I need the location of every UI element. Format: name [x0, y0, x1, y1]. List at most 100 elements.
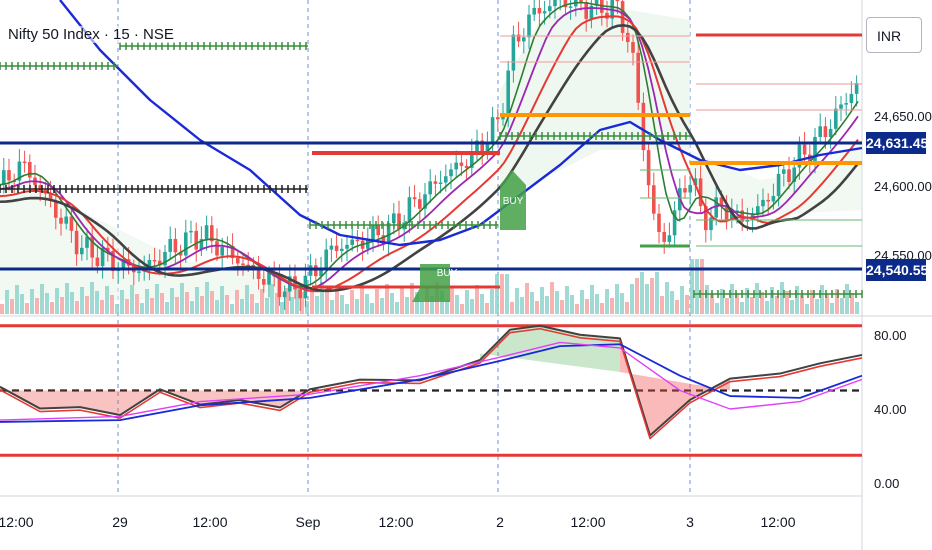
volume-bar	[655, 272, 659, 314]
volume-bar	[795, 286, 799, 314]
volume-bar	[540, 287, 544, 314]
volume-bar	[50, 302, 54, 314]
price-tag-lower: 24,540.55	[866, 259, 928, 281]
volume-bar	[385, 284, 389, 314]
volume-bar	[265, 298, 269, 314]
volume-bar	[65, 283, 69, 314]
volume-bar	[330, 300, 334, 314]
buy-signal-label-2: BUY	[503, 196, 524, 207]
volume-bar	[250, 294, 254, 314]
volume-bar	[415, 292, 419, 314]
volume-bar	[205, 282, 209, 314]
volume-bar	[515, 288, 519, 314]
volume-bar	[15, 285, 19, 314]
volume-bar	[505, 274, 509, 314]
price-axis-label-1: 24,600.00	[874, 179, 932, 194]
volume-bar	[115, 304, 119, 314]
volume-bar	[700, 259, 704, 314]
volume-bar	[420, 301, 424, 314]
volume-bar	[545, 296, 549, 314]
buy-signal-2	[500, 170, 526, 230]
currency-button[interactable]: INR	[866, 17, 922, 53]
chart-title: Nifty 50 Index · 15 · NSE	[6, 26, 176, 43]
volume-bar	[230, 304, 234, 314]
volume-bar	[130, 285, 134, 314]
volume-bar	[185, 292, 189, 314]
volume-bar	[750, 297, 754, 314]
volume-bar	[190, 301, 194, 314]
volume-bar	[735, 293, 739, 314]
volume-bar	[790, 300, 794, 314]
volume-bar	[560, 300, 564, 314]
volume-bar	[530, 292, 534, 314]
volume-bar	[680, 286, 684, 314]
volume-bar	[705, 285, 709, 314]
volume-bar	[225, 295, 229, 314]
volume-bar	[345, 304, 349, 314]
volume-bar	[245, 285, 249, 314]
volume-bar	[785, 291, 789, 314]
volume-bar	[710, 294, 714, 314]
volume-bar	[40, 284, 44, 314]
volume-bar	[0, 304, 4, 314]
volume-bar	[275, 293, 279, 314]
volume-bar	[800, 295, 804, 314]
volume-bar	[805, 304, 809, 314]
volume-bar	[615, 284, 619, 314]
volume-bar	[695, 259, 699, 314]
volume-bar	[510, 302, 514, 314]
volume-bar	[630, 284, 634, 314]
volume-bar	[350, 290, 354, 314]
volume-bar	[440, 291, 444, 314]
volume-bar	[210, 291, 214, 314]
volume-bar	[525, 283, 529, 314]
time-axis-label-0: 12:00	[0, 514, 34, 530]
volume-bar	[605, 289, 609, 314]
time-axis-label-5: 2	[496, 514, 504, 530]
osc-axis-label-1: 40.00	[874, 402, 907, 417]
osc-ma-blue	[0, 343, 863, 423]
buy-signal-label-1: BUY	[437, 268, 458, 279]
osc-axis-label-2: 0.00	[874, 476, 899, 491]
volume-bar	[110, 295, 114, 314]
osc-axis-label-0: 80.00	[874, 328, 907, 343]
volume-bar	[670, 291, 674, 314]
volume-bar	[455, 295, 459, 314]
volume-bar	[635, 278, 639, 314]
volume-bar	[270, 284, 274, 314]
volume-bar	[280, 302, 284, 314]
volume-bar	[675, 300, 679, 314]
volume-bar	[260, 289, 264, 314]
volume-bar	[520, 297, 524, 314]
volume-bar	[640, 272, 644, 314]
volume-bar	[775, 296, 779, 314]
volume-bar	[550, 282, 554, 314]
volume-bar	[360, 285, 364, 314]
volume-bar	[25, 303, 29, 314]
volume-bar	[665, 282, 669, 314]
volume-bar	[400, 288, 404, 314]
volume-bar	[660, 296, 664, 314]
volume-bar	[220, 286, 224, 314]
volume-bar	[170, 288, 174, 314]
volume-bar	[410, 283, 414, 314]
volume-bar	[215, 300, 219, 314]
volume-bar	[430, 296, 434, 314]
volume-bar	[765, 301, 769, 314]
volume-bar	[70, 292, 74, 314]
volume-bar	[685, 295, 689, 314]
osc-fill-lower-1	[0, 386, 310, 416]
volume-bar	[305, 301, 309, 314]
volume-bar	[770, 287, 774, 314]
volume-bar	[810, 290, 814, 314]
volume-bar	[85, 296, 89, 314]
volume-bar	[825, 294, 829, 314]
volume-bar	[405, 297, 409, 314]
volume-bar	[580, 290, 584, 314]
volume-bar	[300, 292, 304, 314]
osc-rsi-line	[0, 324, 863, 437]
volume-bar	[240, 299, 244, 314]
volume-bar	[290, 297, 294, 314]
volume-bar	[815, 299, 819, 314]
